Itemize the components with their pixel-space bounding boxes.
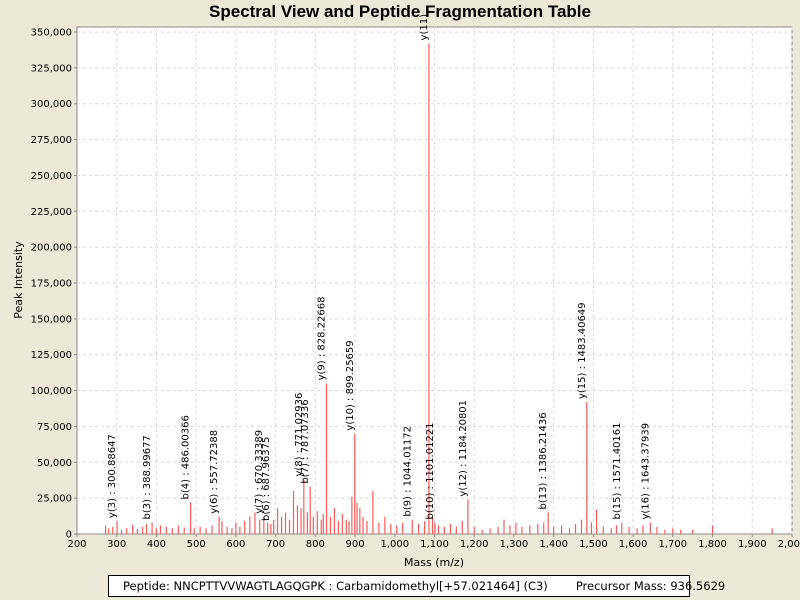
- y-tick-label: 350,000: [31, 28, 72, 39]
- y-axis: 0 25,000 50,000 75,000 100,000 125,000 150,000…: [31, 28, 77, 541]
- peptide-info-box: Peptide: NNCPTTVVWAGTLAGQGPK : Carbamido…: [108, 575, 725, 597]
- x-axis-label: Mass (m/z): [404, 556, 464, 569]
- y-tick-label: 0: [66, 530, 72, 541]
- y-tick-label: 25,000: [37, 494, 72, 505]
- spectrum-chart: y(3) : 300.88647 b(3) : 388.99677 b(4) : 4…: [12, 14, 800, 569]
- y-tick-label: 225,000: [31, 207, 72, 218]
- x-tick-label: 800: [306, 539, 325, 550]
- x-tick-label: 1,100: [420, 539, 449, 550]
- y-tick-label: 175,000: [31, 279, 72, 290]
- y-tick-label: 125,000: [31, 350, 72, 361]
- peak-annotation: b(6) : 687.96375: [261, 437, 272, 521]
- x-tick-label: 1,300: [500, 539, 529, 550]
- chart-title: Spectral View and Peptide Fragmentation …: [209, 2, 591, 21]
- x-tick-label: 200: [67, 539, 86, 550]
- x-tick-label: 400: [147, 539, 166, 550]
- x-tick-label: 2,000: [778, 539, 800, 550]
- x-tick-label: 1,400: [539, 539, 568, 550]
- peak-annotation: y(3) : 300.88647: [107, 434, 118, 518]
- x-tick-label: 300: [107, 539, 126, 550]
- peak-annotation: y(7) : 670.33389: [254, 430, 265, 514]
- x-tick-label: 600: [226, 539, 245, 550]
- x-axis: 200 300 400 500 600 700 800 900 1,000 1,100 1,200 1…: [67, 534, 800, 550]
- x-tick-label: 1,500: [579, 539, 608, 550]
- peak-annotation: y(8) : 771.02936: [294, 393, 305, 477]
- y-tick-label: 200,000: [31, 243, 72, 254]
- peptide-text: Peptide: NNCPTTVVWAGTLAGQGPK : Carbamido…: [123, 579, 548, 593]
- peak-annotation: y(15) : 1483.40649: [577, 302, 588, 399]
- peak-annotation: b(10) : 1101.01221: [425, 422, 436, 519]
- y-tick-label: 50,000: [37, 458, 72, 469]
- x-tick-label: 700: [266, 539, 285, 550]
- peak-annotation: y(11): [419, 14, 430, 41]
- peak-annotation: b(15) : 1571.40161: [612, 422, 623, 519]
- grid-lines: [77, 27, 793, 534]
- peak-annotation: b(4) : 486.00366: [181, 415, 192, 499]
- x-tick-label: 1,000: [380, 539, 409, 550]
- peak-annotation: y(6) : 557.72388: [209, 430, 220, 514]
- peak-annotation: b(9) : 1044.01172: [402, 426, 413, 517]
- y-tick-label: 275,000: [31, 135, 72, 146]
- precursor-mass-text: Precursor Mass: 936.5629: [575, 579, 726, 593]
- y-tick-label: 300,000: [31, 99, 72, 110]
- peak-annotation: y(9) : 828.22668: [317, 297, 328, 381]
- y-tick-label: 150,000: [31, 314, 72, 325]
- y-tick-label: 250,000: [31, 171, 72, 182]
- x-tick-label: 1,600: [619, 539, 648, 550]
- peak-series: [104, 43, 773, 534]
- peak-annotation: b(3) : 388.99677: [142, 435, 153, 519]
- y-tick-label: 325,000: [31, 63, 72, 74]
- x-tick-label: 500: [187, 539, 206, 550]
- x-tick-label: 1,700: [659, 539, 688, 550]
- y-tick-label: 100,000: [31, 386, 72, 397]
- x-tick-label: 900: [346, 539, 365, 550]
- peak-annotation: b(7) : 787.07336: [300, 399, 311, 483]
- peak-annotations: y(3) : 300.88647 b(3) : 388.99677 b(4) : 4…: [107, 14, 651, 521]
- peak-annotation: y(10) : 899.25659: [345, 340, 356, 430]
- x-tick-label: 1,800: [698, 539, 727, 550]
- y-tick-label: 75,000: [37, 422, 72, 433]
- x-tick-label: 1,900: [738, 539, 767, 550]
- peak-annotation: y(16) : 1643.37939: [640, 423, 651, 520]
- y-axis-label: Peak Intensity: [12, 241, 25, 319]
- x-tick-label: 1,200: [460, 539, 489, 550]
- peak-annotation: y(12) : 1184.20801: [458, 400, 469, 497]
- peak-annotation: b(13) : 1386.21436: [538, 412, 549, 509]
